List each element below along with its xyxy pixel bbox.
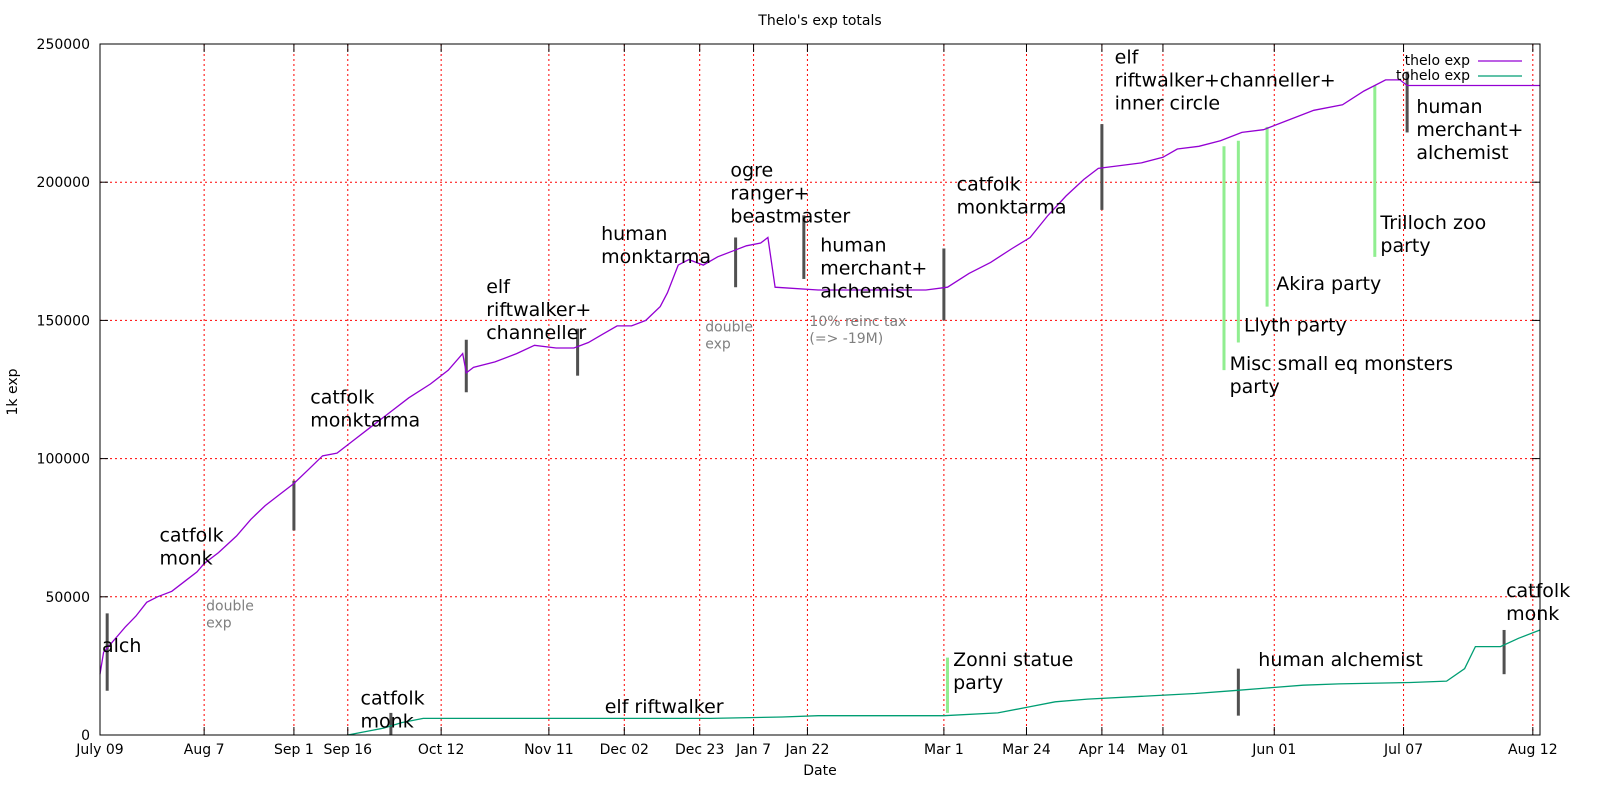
- x-tick-label: Dec 23: [675, 742, 724, 758]
- annotation-label: Trilloch zoo party: [1379, 212, 1486, 257]
- annotation-label: ogre ranger+ beastmaster: [730, 160, 850, 228]
- event-markers: [105, 71, 1506, 735]
- annotation-label: human merchant+ alchemist: [1416, 96, 1523, 164]
- x-tick-label: Aug 7: [184, 742, 225, 758]
- legend-label: thelo exp: [1405, 53, 1471, 69]
- annotation-label: catfolk monk: [361, 688, 425, 733]
- y-tick-label: 250000: [37, 37, 90, 53]
- annotation-label: catfolk monk: [159, 525, 223, 570]
- annotations: alch catfolk monk double exp catfolk monktarma…: [102, 46, 1570, 732]
- grid: [100, 44, 1540, 735]
- annotation-label: elf riftwalker+ channeller: [486, 276, 591, 344]
- chart-title: Thelo's exp totals: [757, 13, 881, 29]
- y-tick-label: 150000: [37, 313, 90, 329]
- y-tick-label: 0: [81, 728, 90, 744]
- axes: 0 50000 100000 150000 200000 250000 July 09 Aug…: [37, 37, 1558, 758]
- series-line-tohelo-exp: [347, 629, 1541, 736]
- y-axis-title: 1k exp: [5, 368, 21, 415]
- x-tick-label: July 09: [75, 742, 123, 758]
- x-tick-label: May 01: [1137, 742, 1188, 758]
- annotation-label: elf riftwalker+channeller+ inner circle: [1115, 46, 1336, 114]
- annotation-label: human monktarma: [601, 223, 711, 268]
- x-tick-label: Jan 7: [735, 742, 771, 758]
- annotation-label: catfolk monk: [1506, 580, 1570, 625]
- x-tick-label: Oct 12: [418, 742, 464, 758]
- annotation-label: catfolk monktarma: [957, 173, 1067, 218]
- annotation-label: human alchemist: [1258, 649, 1423, 671]
- y-tick-label: 50000: [45, 590, 90, 606]
- x-tick-label: Aug 12: [1508, 742, 1558, 758]
- annotation-label: alch: [102, 635, 141, 657]
- x-tick-label: Mar 1: [924, 742, 964, 758]
- annotation-label: double exp: [705, 319, 753, 352]
- x-tick-label: Jun 01: [1251, 742, 1296, 758]
- x-tick-label: Jul 07: [1383, 742, 1423, 758]
- x-tick-label: Nov 11: [524, 742, 574, 758]
- annotation-label: Llyth party: [1244, 314, 1347, 336]
- series-lines: [99, 79, 1541, 736]
- legend-label: tohelo exp: [1396, 68, 1470, 84]
- x-tick-label: Dec 02: [600, 742, 649, 758]
- annotation-label: 10% reinc tax (=> -19M): [809, 314, 906, 347]
- x-tick-label: Jan 22: [785, 742, 830, 758]
- x-tick-label: Mar 24: [1002, 742, 1051, 758]
- annotation-label: catfolk monktarma: [310, 386, 420, 431]
- annotation-label: Misc small eq monsters party: [1230, 353, 1453, 398]
- annotation-label: elf riftwalker: [605, 696, 724, 718]
- x-tick-label: Sep 16: [323, 742, 372, 758]
- series-line-thelo-exp: [99, 79, 1540, 675]
- plot-frame: [99, 43, 1541, 736]
- y-tick-label: 200000: [37, 175, 90, 191]
- annotation-label: double exp: [206, 599, 254, 632]
- annotation-label: human merchant+ alchemist: [820, 234, 927, 302]
- annotation-label: Zonni statue party: [953, 649, 1073, 694]
- x-axis-title: Date: [803, 763, 836, 779]
- y-tick-label: 100000: [37, 452, 90, 468]
- x-tick-label: Apr 14: [1079, 742, 1126, 758]
- annotation-label: Akira party: [1276, 273, 1381, 295]
- x-tick-label: Sep 1: [274, 742, 314, 758]
